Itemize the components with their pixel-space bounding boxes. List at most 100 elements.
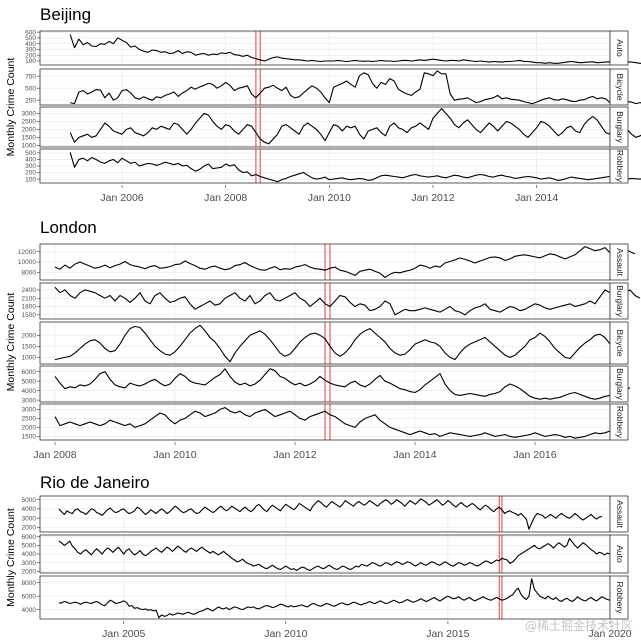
panel-border [39, 495, 611, 533]
series-line-assault [58, 498, 603, 530]
y-tick-label: 3000 [22, 407, 37, 414]
y-tick-label: 3000 [22, 111, 37, 118]
y-tick-label: 100 [25, 176, 36, 183]
y-tick-label: 2500 [22, 119, 37, 126]
y-tick-label: 2000 [22, 127, 37, 134]
facet-strip-label: Bicycle [615, 74, 625, 101]
facet-strip [609, 148, 629, 184]
facet-strip-label: Burglary [615, 285, 625, 317]
y-tick-label: 200 [25, 170, 36, 177]
panel-border [39, 30, 611, 66]
x-tick-label: Jan 2010 [153, 449, 196, 461]
chart-rio-de-janeiro: Rio de Janeiro Monthly Crime Count 2000 300… [5, 473, 632, 640]
y-tick-label: 4000 [22, 551, 37, 558]
facet-strip [609, 534, 629, 574]
facet-strip-label: Auto [615, 39, 625, 57]
x-tick-label: Jan 2012 [411, 192, 454, 204]
y-tick-label: 300 [25, 47, 36, 54]
y-tick-label: 6000 [22, 534, 37, 541]
y-tick-label: 2000 [22, 568, 37, 575]
facet-bicycle: 1000 1500 2000 Bicycle [22, 321, 629, 365]
y-tick-label: 8000 [22, 269, 37, 276]
series-line-robbery [54, 407, 621, 439]
panel-border [39, 68, 611, 106]
facet-strip-label: Robbery [615, 581, 625, 614]
y-tick-label: 5000 [22, 543, 37, 550]
chart-title: Rio de Janeiro [40, 473, 150, 492]
x-tick-label: Jan 2008 [204, 192, 247, 204]
x-tick-label: Jan 2010 [308, 192, 351, 204]
x-tick-label: Jan 2008 [33, 449, 76, 461]
y-tick-label: 1500 [22, 434, 37, 441]
y-tick-label: 3000 [22, 515, 37, 522]
y-tick-label: 300 [25, 163, 36, 170]
y-tick-label: 10000 [18, 259, 36, 266]
series-line-robbery [58, 578, 627, 619]
facet-robbery: 4000 6000 8000 Robbery [22, 575, 629, 620]
series-line-burglary [69, 108, 641, 145]
watermark-text: @稀土掘金技术社区 [524, 619, 633, 633]
y-tick-label: 6000 [22, 369, 37, 376]
facet-burglary: 3000 4000 5000 6000 Burglary [22, 365, 631, 404]
x-tick-label: Jan 2010 [264, 628, 307, 640]
facet-strip [609, 30, 629, 66]
facet-strip-label: Bicycle [615, 330, 625, 357]
facet-strip-label: Robbery [615, 406, 625, 439]
y-tick-label: 1500 [22, 135, 37, 142]
x-tick-label: Jan 2005 [102, 628, 145, 640]
facet-strip [609, 243, 629, 281]
facet-strip-label: Burglary [615, 368, 625, 400]
series-line-assault [54, 246, 636, 278]
y-tick-label: 600 [25, 29, 36, 36]
y-axis-label: Monthly Crime Count [5, 508, 17, 607]
chart-london: London Monthly Crime Count 8000 10000 12000 A… [5, 218, 641, 461]
y-tick-label: 2500 [22, 416, 37, 423]
series-line-burglary [54, 368, 631, 400]
x-tick-label: Jan 2014 [393, 449, 436, 461]
facet-assault: 8000 10000 12000 Assault [18, 243, 636, 281]
series-line-robbery [69, 152, 641, 183]
y-tick-label: 2000 [22, 425, 37, 432]
y-tick-label: 4000 [22, 607, 37, 614]
y-tick-label: 1800 [22, 304, 37, 311]
x-tick-label: Jan 2012 [273, 449, 316, 461]
y-tick-label: 1000 [22, 355, 37, 362]
facet-strip [609, 403, 629, 441]
series-line-bicycle [54, 324, 621, 363]
y-tick-label: 2400 [22, 287, 37, 294]
facet-strip [609, 365, 629, 403]
facet-strip-label: Robbery [615, 150, 625, 183]
x-tick-label: Jan 2015 [426, 628, 469, 640]
series-line-auto [58, 537, 611, 571]
chart-title: London [40, 218, 97, 237]
facet-assault: 2000 3000 4000 5000 Assault [22, 495, 629, 533]
y-tick-label: 1000 [22, 143, 37, 150]
x-tick-label: Jan 2020 [588, 628, 631, 640]
y-tick-label: 8000 [22, 580, 37, 587]
facet-robbery: 1500 2000 2500 3000 Robbery [22, 403, 629, 441]
y-tick-label: 400 [25, 157, 36, 164]
y-axis-label: Monthly Crime Count [5, 58, 17, 157]
y-tick-label: 1500 [22, 344, 37, 351]
y-tick-label: 2000 [22, 525, 37, 532]
facet-strip-label: Auto [615, 545, 625, 563]
facet-strip [609, 495, 629, 533]
facet-strip [609, 321, 629, 365]
facet-strip-label: Burglary [615, 111, 625, 143]
y-tick-label: 500 [25, 35, 36, 42]
chart-title: Beijing [40, 5, 91, 24]
facet-strip-label: Assault [615, 248, 625, 277]
y-tick-label: 500 [25, 85, 36, 92]
y-tick-label: 750 [25, 73, 36, 80]
y-axis-label: Monthly Crime Count [5, 293, 17, 392]
y-tick-label: 100 [25, 58, 36, 65]
facet-strip [609, 575, 629, 620]
y-tick-label: 5000 [22, 497, 37, 504]
facet-strip-label: Assault [615, 500, 625, 529]
y-tick-label: 250 [25, 97, 36, 104]
